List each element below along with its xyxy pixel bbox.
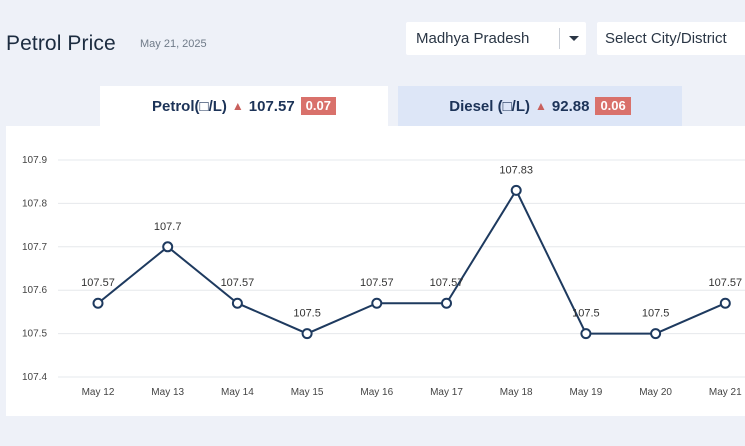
y-tick-label: 107.7 [22,242,47,253]
city-dropdown-placeholder: Select City/District [605,30,727,47]
data-point [162,241,174,253]
price-line-chart: 107.4 107.5 107.6 107.7 107.8 107.9 May 12 May … [22,155,745,398]
y-tick-label: 107.8 [22,198,47,209]
data-point [92,297,104,309]
data-point [231,297,243,309]
data-point [719,297,731,309]
data-point [441,297,452,309]
y-tick-label: 107.6 [22,285,47,296]
data-point [580,328,592,340]
series-line [97,188,726,335]
chart-panel: 107.4 107.5 107.6 107.7 107.8 107.9 May 12 May … [6,126,745,416]
city-dropdown[interactable]: Select City/District [597,22,745,55]
y-tick-label: 107.9 [22,155,47,166]
y-tick-label: 107.5 [22,329,47,340]
data-point [301,328,313,340]
tab-petrol-change-badge: 0.07 [300,97,336,115]
x-tick-label: May 19 [570,387,603,398]
x-tick-label: May 20 [639,387,672,398]
data-label: 107.57 [81,277,115,289]
data-point [510,184,522,196]
page-title: Petrol Price [6,32,116,55]
tab-petrol[interactable]: Petrol(□/L) ▲ 107.57 0.07 [100,86,388,126]
x-tick-label: May 21 [709,387,742,398]
y-tick-label: 107.4 [22,372,47,383]
state-dropdown[interactable]: Madhya Pradesh [406,22,586,55]
tab-diesel-price: 92.88 [551,97,590,115]
data-point [371,297,383,309]
caret-down-icon[interactable] [566,30,582,46]
tab-petrol-label: Petrol(□/L) [152,97,227,115]
data-label: 107.83 [499,164,533,176]
tab-petrol-price: 107.57 [248,97,295,115]
x-tick-label: May 16 [360,387,393,398]
x-tick-label: May 15 [291,387,324,398]
tab-diesel[interactable]: Diesel (□/L) ▲ 92.88 0.06 [398,86,682,126]
x-tick-label: May 18 [500,387,533,398]
triangle-up-icon: ▲ [535,99,547,113]
data-label: 107.7 [154,221,182,233]
tab-diesel-change-badge: 0.06 [595,97,631,115]
tab-diesel-label: Diesel (□/L) [449,97,530,115]
x-tick-label: May 14 [221,387,254,398]
triangle-up-icon: ▲ [231,99,244,113]
dropdown-divider [559,28,560,49]
x-tick-label: May 13 [151,387,184,398]
data-point [650,328,662,340]
data-label: 107.5 [572,308,600,320]
data-label: 107.57 [221,277,255,289]
price-date: May 21, 2025 [140,38,207,50]
x-tick-label: May 17 [430,387,463,398]
data-label: 107.57 [430,277,464,289]
x-tick-label: May 12 [82,387,115,398]
state-dropdown-value: Madhya Pradesh [416,30,530,47]
data-label: 107.5 [642,308,670,320]
data-label: 107.57 [708,277,742,289]
data-label: 107.57 [360,277,394,289]
data-label: 107.5 [293,308,321,320]
